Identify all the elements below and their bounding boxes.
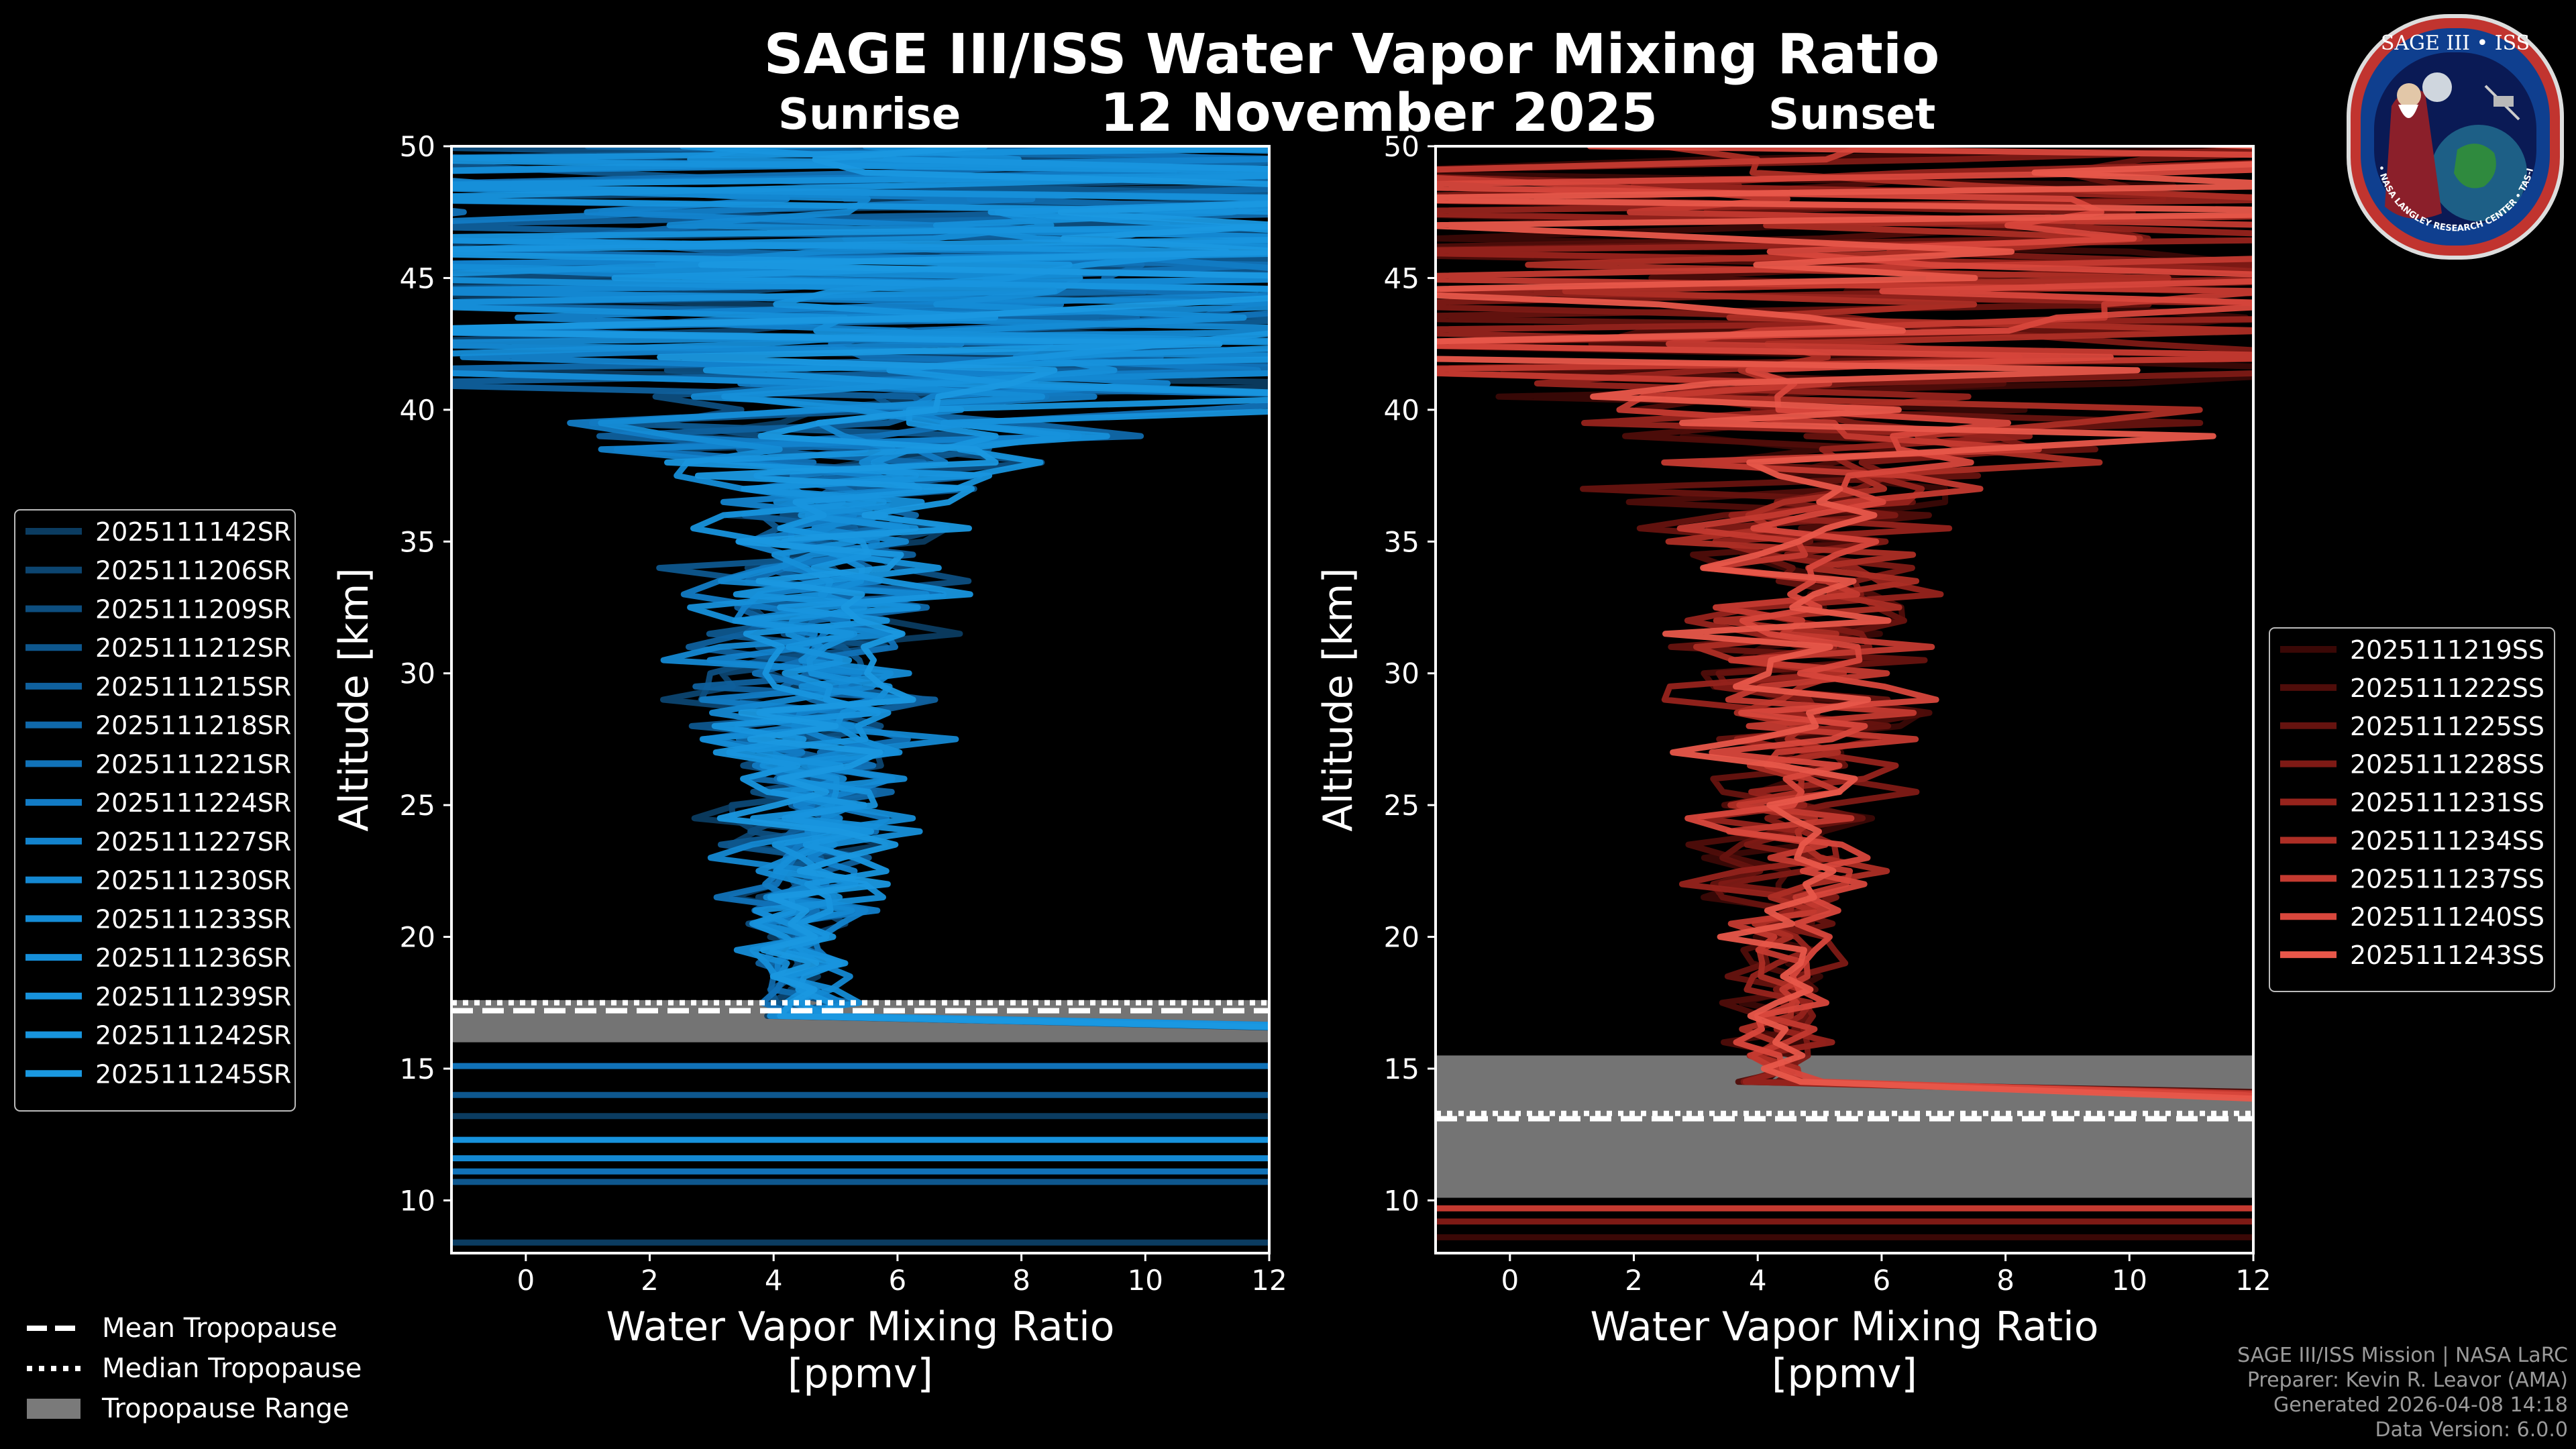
legend-entry: 2025111237SS bbox=[2350, 864, 2544, 894]
y-tick-label: 40 bbox=[400, 394, 435, 427]
x-tick-label: 10 bbox=[2112, 1264, 2147, 1297]
x-tick-label: 8 bbox=[1996, 1264, 2015, 1297]
x-axis-unit: [ppmv] bbox=[788, 1350, 933, 1397]
legend-entry: 2025111206SR bbox=[95, 556, 291, 586]
profile-line-2025111230SR bbox=[451, 146, 1269, 1030]
generated-timestamp: Generated 2026-04-08 14:18 bbox=[2273, 1393, 2568, 1417]
x-tick-label: 4 bbox=[1749, 1264, 1767, 1297]
preparer-credit: Preparer: Kevin R. Leavor (AMA) bbox=[2247, 1368, 2568, 1392]
x-tick-label: 12 bbox=[2235, 1264, 2271, 1297]
sage-iii-iss-mission-patch: SAGE III • ISS BALL • NASA LANGLEY RESEA… bbox=[2341, 5, 2566, 262]
legend-entry: 2025111212SR bbox=[95, 633, 291, 663]
x-tick-label: 6 bbox=[889, 1264, 907, 1297]
chart-title: SAGE III/ISS Water Vapor Mixing Ratio bbox=[763, 23, 1940, 87]
y-axis-label: Altitude [km] bbox=[331, 568, 378, 832]
legend-entry: 2025111142SR bbox=[95, 517, 291, 547]
plot-frame bbox=[1434, 145, 2255, 1254]
x-tick-label: 4 bbox=[765, 1264, 783, 1297]
x-axis-label: Water Vapor Mixing Ratio bbox=[1591, 1303, 2099, 1350]
legend-entry: 2025111236SR bbox=[95, 943, 291, 973]
legend-entry: 2025111218SR bbox=[95, 711, 291, 741]
y-tick-label: 25 bbox=[400, 789, 435, 822]
y-tick-label: 35 bbox=[400, 525, 435, 558]
y-tick-label: 25 bbox=[1384, 789, 1419, 822]
panel-sunrise: 0 2 4 6 8 10 12 10 15 20 25 30 35 40 45 50 Water Vapor M… bbox=[331, 130, 1287, 1397]
legend-entry: 2025111215SR bbox=[95, 672, 291, 702]
legend-entry: 2025111230SR bbox=[95, 866, 291, 896]
sunrise-label: Sunrise bbox=[778, 90, 961, 140]
y-tick-label: 10 bbox=[1384, 1184, 1419, 1217]
x-axis-unit: [ppmv] bbox=[1772, 1350, 1917, 1397]
y-tick-label: 35 bbox=[1384, 525, 1419, 558]
panel-sunset: 0 2 4 6 8 10 12 10 15 20 25 30 35 40 45 50 Water Vapor M… bbox=[1315, 130, 2271, 1397]
legend-entry: 2025111242SR bbox=[95, 1021, 291, 1051]
profile-line-2025111242SR bbox=[451, 146, 1269, 1028]
y-tick-label: 45 bbox=[400, 262, 435, 294]
tropopause-legend-label: Median Tropopause bbox=[102, 1353, 362, 1384]
profile-line-2025111243SS bbox=[1436, 146, 2253, 1102]
tropopause-legend-label: Tropopause Range bbox=[101, 1393, 350, 1424]
y-tick-label: 45 bbox=[1384, 262, 1419, 294]
x-tick-label: 2 bbox=[1625, 1264, 1643, 1297]
legend-entry: 2025111227SR bbox=[95, 827, 291, 857]
legend-entry: 2025111228SS bbox=[2350, 750, 2544, 780]
legend-sunset: 2025111219SS 2025111222SS 2025111225SS 2025… bbox=[2269, 627, 2555, 992]
x-axis-label: Water Vapor Mixing Ratio bbox=[606, 1303, 1115, 1350]
tropopause-range-band bbox=[1436, 1055, 2253, 1198]
legend-entry: 2025111222SS bbox=[2350, 674, 2544, 703]
y-tick-label: 10 bbox=[400, 1184, 435, 1217]
legend-entry: 2025111233SR bbox=[95, 904, 291, 934]
plot-area bbox=[451, 146, 1269, 1246]
sunset-label: Sunset bbox=[1768, 90, 1936, 140]
legend-sunrise: 2025111142SR 2025111206SR 2025111209SR 2025… bbox=[14, 509, 296, 1112]
legend-frame bbox=[14, 509, 296, 1112]
data-version: Data Version: 6.0.0 bbox=[2375, 1418, 2568, 1442]
x-tick-label: 2 bbox=[641, 1264, 659, 1297]
legend-frame bbox=[2269, 627, 2555, 992]
legend-entry: 2025111209SR bbox=[95, 594, 291, 624]
legend-entry: 2025111219SS bbox=[2350, 635, 2544, 665]
y-tick-label: 40 bbox=[1384, 394, 1419, 427]
legend-entry: 2025111231SS bbox=[2350, 788, 2544, 818]
legend-entry: 2025111240SS bbox=[2350, 902, 2544, 932]
x-tick-label: 0 bbox=[517, 1264, 535, 1297]
y-tick-label: 20 bbox=[400, 921, 435, 954]
legend-entry: 2025111225SS bbox=[2350, 712, 2544, 741]
y-tick-label: 20 bbox=[1384, 921, 1419, 954]
y-axis-label: Altitude [km] bbox=[1315, 568, 1362, 832]
legend-entry: 2025111239SR bbox=[95, 982, 291, 1012]
y-tick-label: 15 bbox=[400, 1053, 435, 1085]
profile-line-2025111240SS bbox=[1436, 146, 2253, 1099]
legend-entry: 2025111234SS bbox=[2350, 826, 2544, 855]
tropopause-legend: Mean Tropopause Median Tropopause Tropopau… bbox=[27, 1313, 362, 1424]
y-tick-label: 30 bbox=[1384, 657, 1419, 690]
plot-frame bbox=[450, 145, 1271, 1254]
credits-footer: SAGE III/ISS Mission | NASA LaRC Prepare… bbox=[2237, 1343, 2568, 1442]
x-tick-label: 12 bbox=[1251, 1264, 1287, 1297]
tropopause-legend-label: Mean Tropopause bbox=[102, 1313, 337, 1344]
legend-entry: 2025111221SR bbox=[95, 749, 291, 779]
legend-entry: 2025111245SR bbox=[95, 1059, 291, 1089]
legend-entry: 2025111243SS bbox=[2350, 941, 2544, 970]
plot-area bbox=[1436, 146, 2253, 1240]
mission-credit: SAGE III/ISS Mission | NASA LaRC bbox=[2237, 1344, 2568, 1367]
y-tick-label: 15 bbox=[1384, 1053, 1419, 1085]
y-tick-label: 30 bbox=[400, 657, 435, 690]
x-tick-label: 0 bbox=[1501, 1264, 1519, 1297]
x-tick-label: 8 bbox=[1012, 1264, 1030, 1297]
y-tick-label: 50 bbox=[1384, 130, 1419, 163]
tropopause-range-swatch bbox=[27, 1399, 80, 1419]
x-tick-label: 10 bbox=[1128, 1264, 1163, 1297]
profile-line-2025111245SR bbox=[451, 146, 1269, 1030]
date-label: 12 November 2025 bbox=[1100, 83, 1658, 144]
y-tick-label: 50 bbox=[400, 130, 435, 163]
x-tick-label: 6 bbox=[1873, 1264, 1891, 1297]
svg-text:SAGE III • ISS: SAGE III • ISS bbox=[2381, 32, 2530, 55]
legend-entry: 2025111224SR bbox=[95, 788, 291, 818]
